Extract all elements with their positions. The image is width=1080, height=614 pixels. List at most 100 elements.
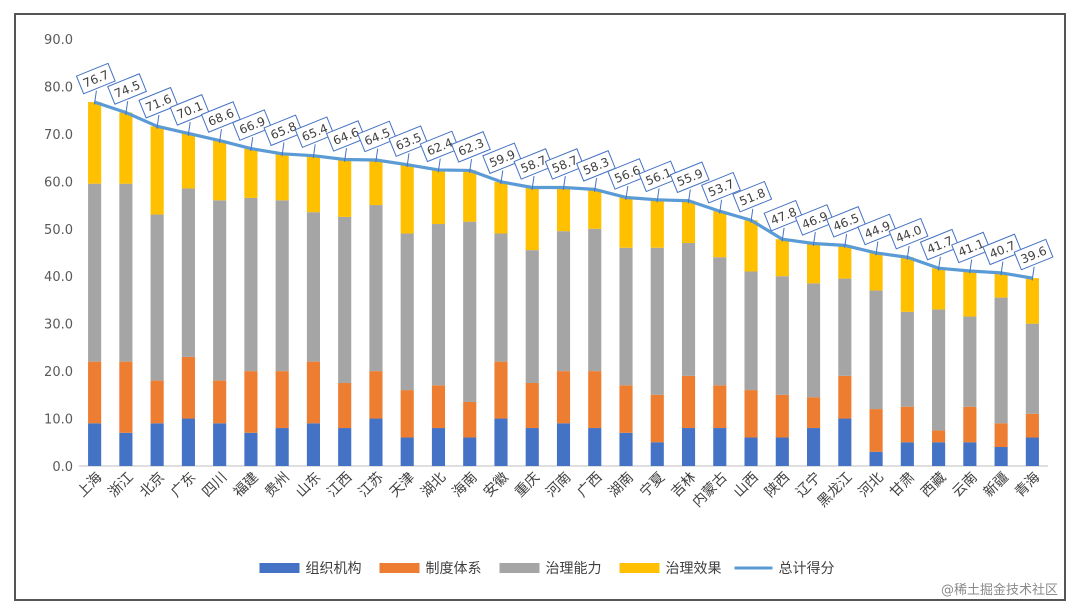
callout-box	[826, 206, 866, 238]
bar-segment	[650, 247, 664, 395]
category-label: 甘肃	[887, 470, 918, 501]
callout-box	[794, 204, 835, 236]
bar-segment	[994, 447, 1008, 466]
total-callout: 46.5	[826, 206, 866, 248]
category-label: 天津	[387, 470, 418, 501]
bar-segment	[681, 200, 696, 244]
callout-box	[450, 131, 491, 163]
bar-segment	[963, 406, 977, 443]
bar-segment	[88, 361, 102, 424]
bar-segment	[275, 428, 289, 466]
callout-leader	[656, 188, 660, 203]
chart-frame: 0.0 10.0 20.0 30.0 40.0 50.0 60.0 70.0 80.0 90.0 …	[14, 13, 1066, 601]
bar-segment	[338, 159, 352, 217]
bar-segment	[181, 356, 195, 419]
legend: 组织机构 制度体系 治理能力 治理效果 总计得分	[259, 560, 835, 577]
total-callout: 65.4	[294, 116, 335, 159]
callout-box	[544, 148, 585, 180]
callout-box	[888, 217, 929, 250]
bar-segment	[807, 428, 821, 466]
bar-segment	[963, 442, 977, 466]
bar-segment	[338, 382, 352, 429]
bar-segment	[744, 437, 758, 466]
legend-swatch	[499, 563, 540, 573]
total-callout: 58.7	[544, 148, 585, 190]
bar-segment	[88, 102, 102, 184]
bar-segment	[244, 197, 258, 372]
bar-segment	[213, 380, 227, 424]
bar-segment	[556, 231, 571, 372]
legend-swatch	[619, 563, 660, 573]
bar-segment	[963, 271, 977, 317]
y-tick-label: 90.0	[44, 33, 73, 48]
bar-segment	[838, 245, 852, 279]
bar-segment	[1025, 437, 1039, 466]
category-label: 江苏	[356, 470, 387, 501]
callout-box	[107, 73, 148, 105]
total-callout: 44.9	[857, 213, 898, 256]
callout-leader	[750, 208, 754, 223]
callout-leader	[875, 241, 879, 256]
y-tick-label: 80.0	[44, 80, 73, 95]
bar-segment	[181, 418, 195, 466]
bar-segment	[400, 437, 414, 466]
y-axis: 0.0 10.0 20.0 30.0 40.0 50.0 60.0 70.0 80.0 90.0	[44, 33, 1048, 475]
bar-segment	[150, 380, 164, 424]
legend-label: 组织机构	[306, 561, 362, 577]
category-label: 山西	[731, 470, 762, 501]
bar-segment	[181, 133, 195, 189]
total-callout: 70.1	[169, 94, 210, 136]
bar-segment	[838, 418, 852, 466]
bar-segment	[306, 361, 320, 424]
total-callout: 76.7	[75, 62, 116, 105]
chart-svg: 0.010.020.030.040.050.060.070.080.090.0 …	[44, 33, 1054, 577]
bar-segment	[744, 220, 758, 272]
category-label: 广西	[574, 470, 605, 501]
bar-segment	[744, 390, 758, 438]
bar-segment	[619, 385, 633, 433]
bar-segment	[369, 418, 383, 466]
bar-segment	[431, 385, 446, 429]
y-tick-label: 50.0	[44, 223, 73, 238]
bar-segment	[775, 394, 789, 438]
callout-leader	[687, 189, 691, 204]
bar-segment	[1025, 278, 1039, 324]
bar-segment	[775, 276, 789, 395]
bar-segment	[400, 164, 414, 234]
callout-leader	[312, 144, 316, 159]
callout-box	[263, 114, 304, 147]
callout-box	[357, 120, 398, 153]
total-callout: 64.6	[325, 120, 366, 162]
category-label: 福建	[231, 470, 262, 501]
bar-segment	[119, 361, 133, 433]
y-tick-label: 30.0	[44, 318, 73, 333]
callout-box	[701, 171, 741, 204]
category-label: 安徽	[481, 470, 512, 501]
bar-segment	[119, 183, 133, 362]
bar-segment	[713, 385, 727, 429]
bar-segment	[494, 418, 508, 466]
bar-segment	[900, 442, 914, 466]
category-label: 河南	[543, 470, 574, 501]
bar-segment	[681, 243, 696, 376]
total-callout: 41.7	[919, 228, 960, 271]
bar-segment	[213, 423, 227, 466]
category-label: 河北	[856, 470, 887, 501]
bar-segment	[213, 200, 227, 381]
total-callout: 55.9	[669, 161, 710, 204]
y-tick-label: 40.0	[44, 270, 73, 285]
bar-segment	[463, 221, 477, 402]
bar-segment	[681, 428, 696, 466]
category-label: 宁夏	[636, 469, 668, 501]
bar-segment	[525, 382, 539, 429]
bar-segment	[88, 183, 102, 362]
callout-box	[419, 130, 460, 163]
callout-leader	[781, 227, 785, 242]
total-callout: 58.7	[513, 148, 554, 190]
bar-segment	[900, 311, 914, 407]
category-label: 江西	[324, 470, 355, 501]
total-callout: 58.3	[575, 150, 616, 192]
bar-segment	[338, 216, 352, 383]
total-callout: 46.9	[794, 204, 835, 246]
bar-segment	[807, 283, 821, 398]
